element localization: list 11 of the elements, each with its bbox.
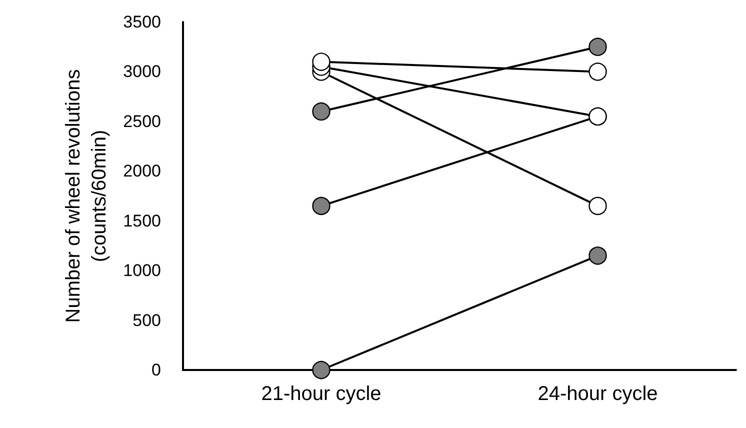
y-tick-label: 3500: [123, 12, 161, 32]
y-tick-label: 2000: [123, 162, 161, 181]
x-tick-label: 24-hour cycle: [538, 383, 658, 405]
x-tick-label: 21-hour cycle: [261, 383, 382, 405]
y-tick-label: 1500: [123, 211, 161, 230]
y-tick-label: 2500: [123, 112, 161, 131]
y-tick-label: 3000: [123, 62, 161, 82]
y-tick-label: 0: [152, 360, 161, 380]
y-tick-label: 500: [132, 310, 161, 330]
y-tick-label: 1000: [123, 261, 161, 280]
y-axis-title: Number of wheel revolutions (counts/60min): [62, 69, 110, 323]
